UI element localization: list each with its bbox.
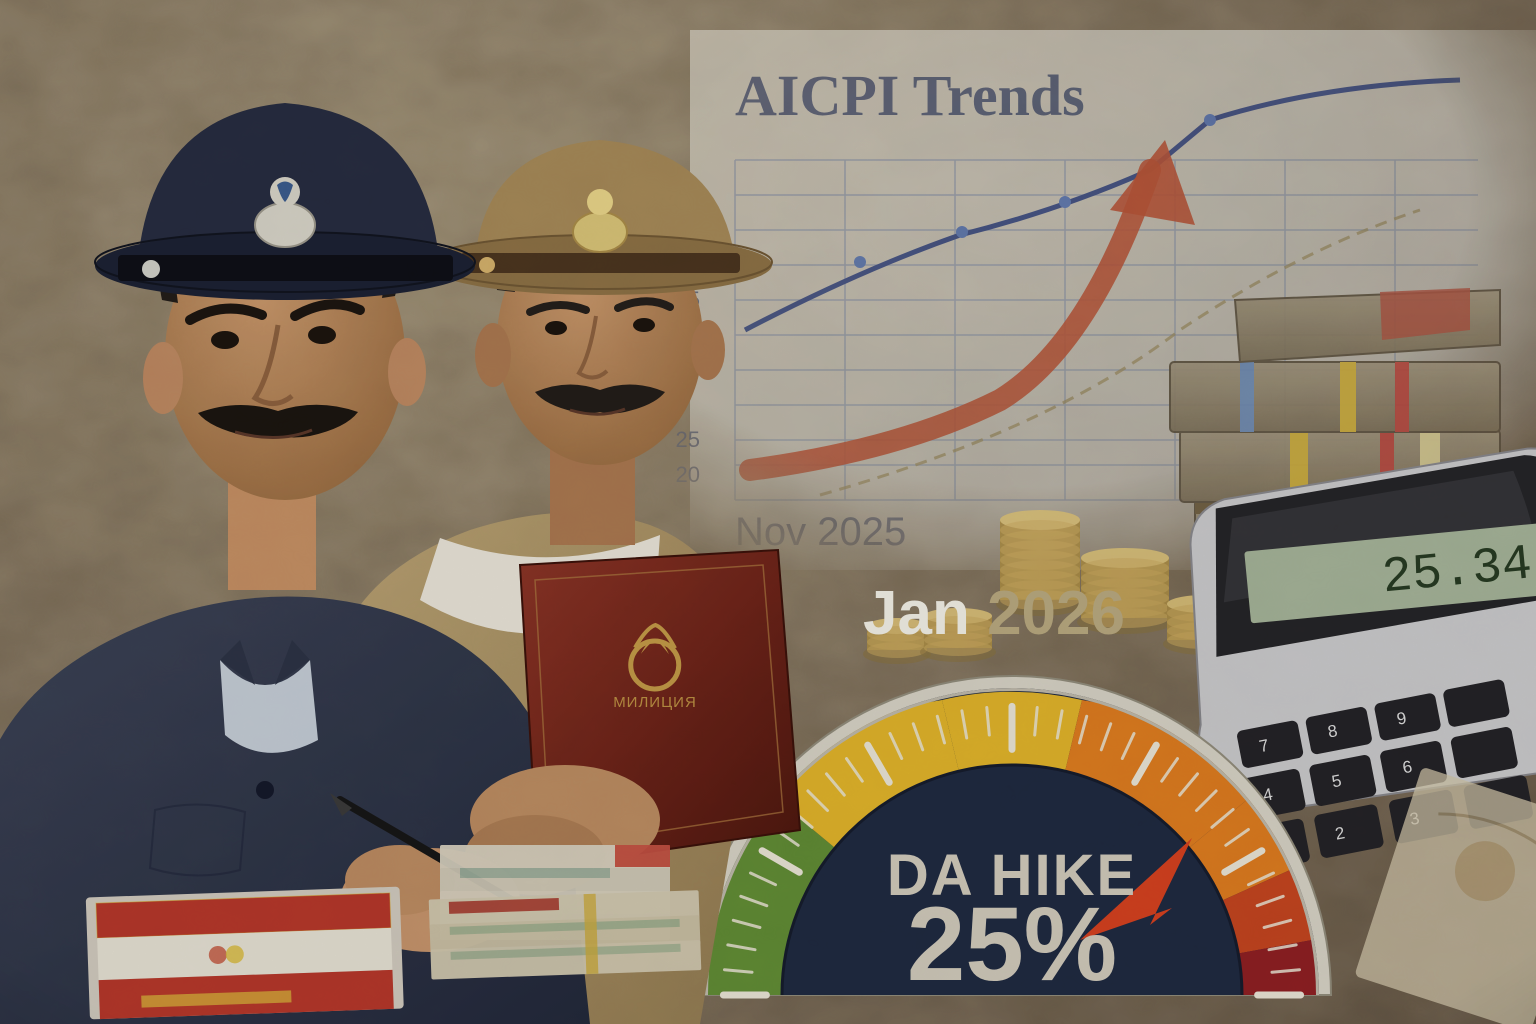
svg-text:МИЛИЦИЯ: МИЛИЦИЯ — [613, 694, 697, 711]
